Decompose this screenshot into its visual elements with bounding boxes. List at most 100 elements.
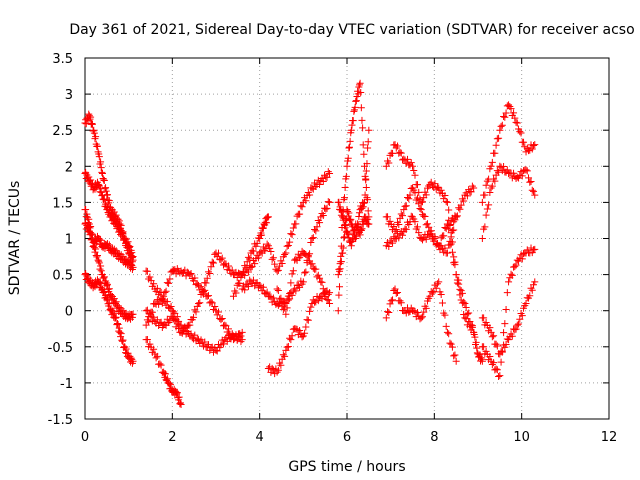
- data-point-interp: [232, 289, 240, 297]
- data-point-interp: [405, 308, 413, 316]
- data-point-interp: [342, 172, 350, 180]
- data-point-interp: [413, 181, 421, 189]
- data-point-interp: [441, 192, 449, 200]
- data-point-interp: [437, 290, 445, 298]
- data-point-interp: [165, 380, 173, 388]
- data-point-interp: [95, 235, 103, 243]
- data-point-interp: [175, 393, 183, 401]
- data-point: [308, 184, 316, 192]
- data-point-interp: [421, 213, 429, 221]
- data-point-interp: [341, 221, 349, 229]
- data-point-interp: [307, 303, 315, 311]
- data-point-interp: [150, 313, 158, 321]
- data-point-interp: [323, 296, 331, 304]
- data-point-interp: [392, 289, 400, 297]
- data-point-interp: [286, 238, 294, 246]
- data-point-interp: [239, 269, 247, 277]
- data-point-interp: [196, 299, 204, 307]
- data-point: [221, 321, 229, 329]
- data-point-interp: [165, 279, 173, 287]
- data-point: [365, 126, 373, 134]
- data-point-interp: [249, 247, 257, 255]
- data-point-interp: [156, 360, 164, 368]
- data-point-interp: [217, 256, 225, 264]
- data-point-interp: [279, 351, 287, 359]
- data-point-interp: [468, 322, 476, 330]
- data-point-interp: [404, 155, 412, 163]
- data-point-interp: [180, 325, 188, 333]
- data-point-interp: [261, 246, 269, 254]
- data-point-interp: [92, 133, 100, 141]
- data-point-interp: [246, 255, 254, 263]
- data-point-interp: [477, 354, 485, 362]
- data-point-interp: [296, 254, 304, 262]
- data-point-interp: [530, 281, 538, 289]
- data-point-interp: [402, 202, 410, 210]
- data-point-interp: [87, 176, 95, 184]
- x-tick-labels: 0 2 4 6 8 10 12: [81, 430, 617, 445]
- data-point: [112, 314, 120, 322]
- data-point-interp: [384, 308, 392, 316]
- data-point-interp: [87, 229, 95, 237]
- data-point-interp: [341, 233, 349, 241]
- data-point-interp: [167, 303, 175, 311]
- data-point-interp: [465, 309, 473, 317]
- data-point: [409, 162, 416, 170]
- data-point-interp: [252, 279, 260, 287]
- data-point-interp: [278, 259, 286, 267]
- data-point-interp: [407, 159, 415, 167]
- data-point-interp: [170, 308, 178, 316]
- data-point-interp: [97, 184, 105, 192]
- data-point-interp: [318, 295, 326, 303]
- data-point: [299, 278, 307, 286]
- data-point-interp: [163, 279, 171, 287]
- data-point-interp: [266, 292, 274, 300]
- data-point-interp: [526, 292, 534, 300]
- data-point-interp: [482, 211, 490, 219]
- data-point-interp: [99, 175, 107, 183]
- y-tick-label: 1: [65, 233, 73, 248]
- data-point: [352, 97, 360, 105]
- data-point-interp: [490, 332, 498, 340]
- data-point-interp: [363, 160, 371, 168]
- data-point-interp: [197, 283, 205, 291]
- data-point-interp: [241, 286, 249, 294]
- series-track-h: [142, 249, 246, 337]
- x-tick-label: 10: [513, 430, 530, 445]
- data-point-interp: [394, 288, 402, 296]
- data-point-interp: [143, 335, 151, 343]
- y-tick-label: -1.5: [48, 413, 73, 428]
- data-point-interp: [88, 120, 96, 128]
- data-point-interp: [292, 325, 300, 333]
- data-point-interp: [251, 260, 259, 268]
- data-point-interp: [211, 302, 219, 310]
- data-point-interp: [442, 198, 450, 206]
- data-point: [195, 299, 203, 307]
- data-point-interp: [304, 316, 312, 324]
- data-point-interp: [115, 217, 123, 225]
- data-point-interp: [492, 141, 500, 149]
- data-point-interp: [457, 201, 465, 209]
- data-point-interp: [296, 210, 304, 218]
- data-point-interp: [126, 243, 134, 251]
- data-point-interp: [431, 234, 439, 242]
- data-point-interp: [208, 299, 216, 307]
- data-point-interp: [166, 381, 174, 389]
- data-point-interp: [117, 330, 125, 338]
- data-point-interp: [97, 164, 105, 172]
- data-point: [98, 191, 106, 199]
- data-point-interp: [500, 329, 508, 337]
- data-point: [522, 166, 530, 174]
- data-point-interp: [103, 191, 111, 199]
- data-point-interp: [318, 278, 326, 286]
- data-point-interp: [502, 109, 510, 117]
- data-point-interp: [284, 342, 292, 350]
- data-point: [531, 245, 539, 253]
- data-point-interp: [292, 287, 300, 295]
- data-point-interp: [165, 319, 173, 327]
- series-track-y: [478, 278, 539, 358]
- data-point: [443, 328, 451, 336]
- series-track-x: [478, 162, 539, 242]
- data-point-interp: [193, 302, 201, 310]
- data-point-interp: [289, 267, 297, 275]
